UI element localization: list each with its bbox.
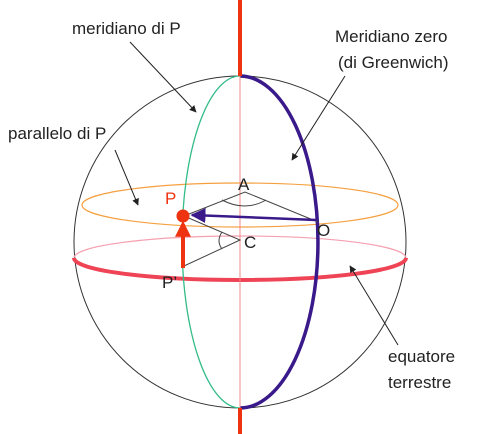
arrow-o-p xyxy=(190,208,317,224)
point-label: A xyxy=(238,175,250,194)
angle-arc-c xyxy=(218,231,223,250)
pointer-equator xyxy=(349,265,399,346)
label: parallelo di P xyxy=(8,124,106,143)
label: meridiano di P xyxy=(72,19,181,38)
pointer-meridian-p xyxy=(129,41,197,113)
label: (di Greenwich) xyxy=(338,53,449,72)
point-label: C xyxy=(244,233,256,252)
meridian-zero xyxy=(239,74,320,410)
label: terrestre xyxy=(388,373,451,392)
point-label: P’ xyxy=(162,273,177,292)
pointer-meridian-zero xyxy=(291,75,346,161)
angle-lines-a xyxy=(183,191,319,223)
label: Meridiano zero xyxy=(335,27,447,46)
point-label: P xyxy=(165,189,176,208)
label: equatore xyxy=(388,347,455,366)
point-p xyxy=(176,209,190,223)
angle-lines-c xyxy=(183,215,242,267)
angle-arc-a xyxy=(221,199,267,207)
point-label: O xyxy=(317,221,330,240)
pointer-parallel xyxy=(114,149,139,206)
meridian-p xyxy=(181,75,241,409)
